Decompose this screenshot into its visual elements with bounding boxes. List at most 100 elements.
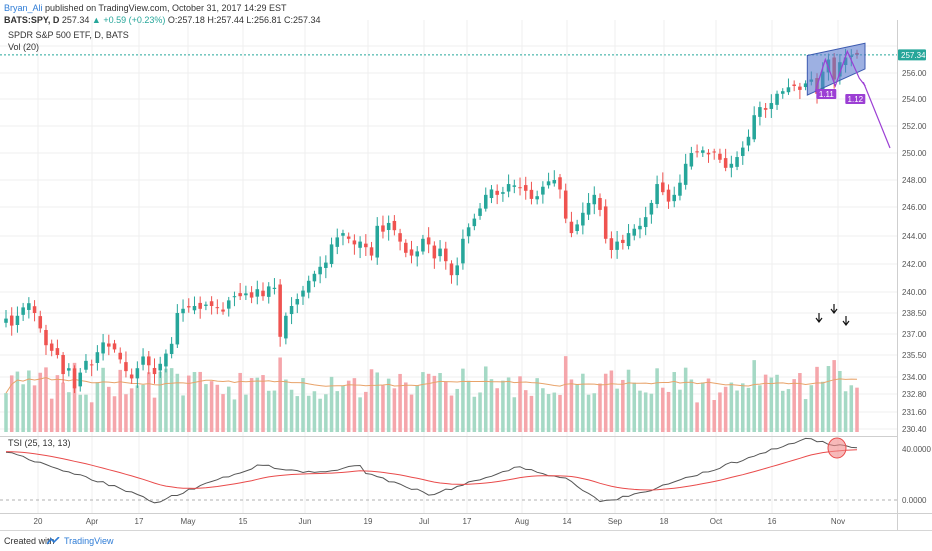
candle[interactable] (729, 155, 734, 178)
candle[interactable] (718, 148, 722, 164)
candle[interactable] (569, 211, 574, 238)
candle[interactable] (763, 103, 768, 118)
candle[interactable] (581, 202, 585, 235)
candle[interactable] (649, 199, 654, 224)
candle[interactable] (295, 293, 300, 314)
candle[interactable] (506, 174, 511, 198)
candle[interactable] (523, 176, 528, 200)
candle[interactable] (415, 246, 419, 267)
candle[interactable] (678, 174, 682, 201)
candle[interactable] (535, 190, 539, 205)
candle[interactable] (621, 234, 625, 250)
author-link[interactable]: Bryan_Ali (4, 3, 43, 13)
candle[interactable] (661, 172, 665, 196)
candle[interactable] (129, 368, 134, 384)
candle[interactable] (38, 310, 43, 333)
candle[interactable] (204, 301, 208, 311)
candle[interactable] (409, 240, 414, 264)
candle[interactable] (135, 361, 140, 388)
candle[interactable] (215, 299, 220, 315)
candle[interactable] (798, 82, 802, 100)
candle[interactable] (112, 339, 117, 353)
candle[interactable] (632, 224, 637, 241)
time-axis[interactable]: 20 Apr 17 May 15 Jun 19 Jul 17 Aug 14 Sep 18 Oct 16 Nov (34, 517, 846, 526)
candle[interactable] (238, 283, 242, 300)
candle[interactable] (786, 78, 791, 95)
candle[interactable] (638, 217, 642, 239)
candle[interactable] (592, 186, 597, 215)
candle[interactable] (769, 94, 774, 118)
candle[interactable] (404, 239, 408, 258)
candle[interactable] (312, 270, 317, 288)
candle[interactable] (352, 234, 357, 255)
down-arrow-icon[interactable] (815, 313, 823, 323)
candle[interactable] (164, 349, 168, 373)
candle[interactable] (61, 352, 65, 384)
candle[interactable] (95, 345, 100, 371)
candle[interactable] (695, 144, 699, 158)
candle[interactable] (318, 256, 322, 284)
candle[interactable] (301, 285, 305, 305)
candle[interactable] (255, 280, 260, 305)
candle[interactable] (381, 215, 385, 239)
candle[interactable] (49, 339, 54, 357)
candle[interactable] (541, 181, 545, 204)
candle[interactable] (78, 367, 83, 392)
candle[interactable] (758, 101, 762, 126)
candle[interactable] (643, 206, 648, 236)
candle[interactable] (489, 185, 494, 204)
candle[interactable] (175, 304, 180, 348)
candle[interactable] (9, 307, 14, 336)
candle[interactable] (689, 146, 694, 170)
candle[interactable] (147, 351, 151, 375)
candle[interactable] (89, 359, 94, 377)
candle[interactable] (249, 286, 254, 304)
candle[interactable] (529, 181, 534, 205)
candle[interactable] (752, 106, 756, 143)
candle[interactable] (278, 279, 282, 347)
candle[interactable] (780, 88, 785, 99)
candle[interactable] (421, 234, 425, 255)
candle[interactable] (158, 356, 162, 378)
candle[interactable] (209, 296, 214, 315)
candle[interactable] (55, 339, 60, 359)
candle[interactable] (723, 148, 728, 172)
candle[interactable] (375, 217, 380, 265)
tsi-highlight-circle[interactable] (827, 437, 847, 459)
candle[interactable] (358, 236, 362, 259)
candle[interactable] (575, 219, 579, 235)
candle[interactable] (192, 296, 197, 315)
price-axis[interactable]: 230.40 231.60 232.80 234.00 235.50 237.00 238.… (902, 69, 927, 434)
candle[interactable] (27, 297, 31, 319)
candle[interactable] (32, 300, 37, 322)
candle[interactable] (558, 173, 562, 199)
candle[interactable] (21, 302, 25, 321)
candle[interactable] (472, 213, 477, 231)
candle[interactable] (221, 302, 225, 315)
candle[interactable] (198, 296, 202, 319)
candle[interactable] (186, 298, 191, 313)
candle[interactable] (586, 193, 591, 220)
candle[interactable] (626, 224, 631, 250)
arrow-annotations[interactable] (815, 304, 850, 326)
candle[interactable] (72, 365, 77, 394)
candle[interactable] (461, 229, 465, 270)
candle[interactable] (792, 80, 796, 92)
tsi-axis[interactable]: 40.0000 0.0000 (902, 445, 931, 505)
candle[interactable] (563, 183, 568, 224)
candle[interactable] (512, 179, 517, 194)
candle[interactable] (552, 170, 557, 187)
candle[interactable] (478, 202, 482, 220)
down-arrow-icon[interactable] (842, 316, 850, 326)
candle[interactable] (261, 282, 265, 301)
candle[interactable] (67, 363, 71, 377)
candle[interactable] (232, 291, 237, 307)
candle[interactable] (84, 354, 88, 373)
candle[interactable] (346, 232, 351, 244)
candle[interactable] (329, 237, 334, 268)
candle[interactable] (444, 241, 448, 270)
candle[interactable] (741, 141, 745, 165)
wedge-projection-line[interactable] (862, 81, 891, 149)
candles[interactable] (4, 48, 859, 394)
candle[interactable] (124, 351, 128, 378)
